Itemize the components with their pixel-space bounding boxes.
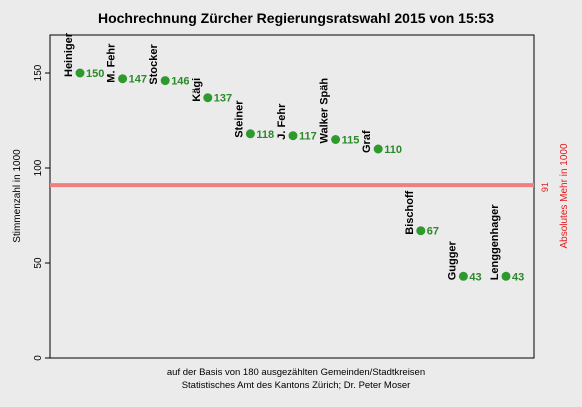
candidate-point: 67 Bischoff xyxy=(404,190,439,237)
y-tick-label-100: 100 xyxy=(33,159,44,176)
point-marker xyxy=(416,226,426,236)
y-tick-label-50: 50 xyxy=(33,257,44,269)
value-label: 150 xyxy=(86,68,104,80)
point-marker xyxy=(331,135,341,144)
value-label: 67 xyxy=(427,226,439,238)
footer-line-2: Statistisches Amt des Kantons Zürich; Dr… xyxy=(182,380,411,391)
y-axis: 0 50 100 150 xyxy=(33,64,50,361)
value-label: 137 xyxy=(214,93,232,105)
value-label: 117 xyxy=(299,131,317,143)
candidate-point: 110 Graf xyxy=(361,130,402,156)
candidate-name-label: J. Fehr xyxy=(276,103,288,140)
point-marker xyxy=(245,129,255,139)
point-marker xyxy=(373,144,383,154)
value-label: 115 xyxy=(342,135,360,147)
chart-title: Hochrechnung Zürcher Regierungsratswahl … xyxy=(98,10,494,26)
point-marker xyxy=(75,68,85,78)
candidate-point: 115 Walker Späh xyxy=(319,78,360,147)
value-label: 118 xyxy=(256,129,274,141)
candidate-point: 117 J. Fehr xyxy=(276,103,317,143)
y-axis-right-label: Absolutes Mehr in 1000 xyxy=(559,143,570,249)
value-label: 147 xyxy=(129,74,147,86)
candidate-name-label: Walker Späh xyxy=(319,78,331,144)
candidate-point: 147 M. Fehr xyxy=(106,43,147,86)
reference-value-label: 91 xyxy=(540,182,550,192)
point-marker xyxy=(458,271,468,281)
candidate-name-label: Bischoff xyxy=(404,190,416,234)
value-label: 43 xyxy=(469,271,481,283)
candidate-name-label: Gugger xyxy=(446,240,458,280)
candidate-name-label: Kägi xyxy=(191,78,203,102)
candidate-point: 146 Stocker xyxy=(148,44,189,88)
y-tick-label-150: 150 xyxy=(33,64,44,81)
y-axis-label: Stimmenzahl in 1000 xyxy=(12,149,23,243)
point-marker xyxy=(501,271,511,281)
candidate-name-label: Heiniger xyxy=(63,32,75,77)
point-marker xyxy=(203,93,213,103)
candidate-point: 118 Steiner xyxy=(233,100,274,141)
footer-line-1: auf der Basis von 180 ausgezählten Gemei… xyxy=(167,367,425,378)
candidate-point: 43 Lenggenhager xyxy=(489,204,524,284)
candidate-point: 137 Kägi xyxy=(191,78,232,105)
candidate-name-label: Lenggenhager xyxy=(489,204,501,281)
y-tick-label-0: 0 xyxy=(33,355,44,361)
candidate-point: 150 Heiniger xyxy=(63,32,104,80)
candidate-name-label: Graf xyxy=(361,130,373,153)
candidate-name-label: Stocker xyxy=(148,44,160,85)
candidate-name-label: Steiner xyxy=(233,100,245,138)
value-label: 146 xyxy=(171,76,189,88)
data-points: 150 Heiniger 147 M. Fehr 146 Stocker 137 Kägi 11… xyxy=(63,32,524,283)
point-marker xyxy=(118,74,128,84)
value-label: 43 xyxy=(512,271,524,283)
plot-frame xyxy=(49,34,535,359)
candidate-point: 43 Gugger xyxy=(446,240,481,283)
candidate-name-label: M. Fehr xyxy=(106,43,118,83)
point-marker xyxy=(288,131,298,141)
value-label: 110 xyxy=(384,144,402,156)
point-marker xyxy=(160,76,170,86)
